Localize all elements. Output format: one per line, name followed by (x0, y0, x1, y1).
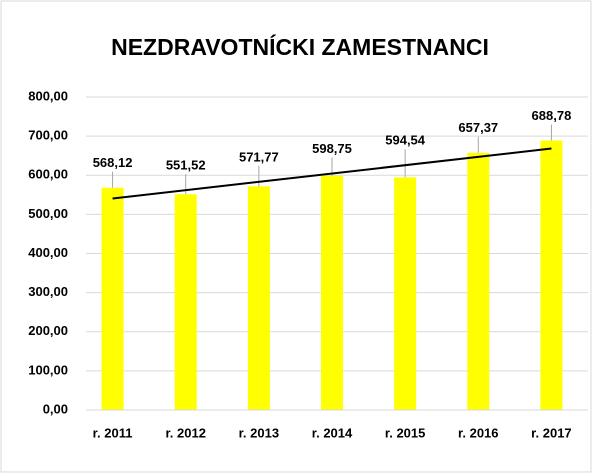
x-tick-label: r. 2014 (312, 425, 353, 440)
y-tick-label: 400,00 (28, 245, 68, 260)
x-tick-label: r. 2011 (93, 425, 133, 440)
data-label: 594,54 (385, 133, 426, 148)
y-tick-label: 200,00 (28, 323, 68, 338)
y-tick-label: 800,00 (28, 88, 68, 103)
y-tick-label: 500,00 (28, 206, 68, 221)
y-tick-label: 100,00 (28, 362, 68, 377)
bar (394, 177, 417, 410)
data-label: 568,12 (93, 155, 133, 170)
data-label: 571,77 (239, 149, 279, 164)
bar (540, 140, 563, 410)
x-tick-label: r. 2017 (531, 425, 572, 440)
x-tick-label: r. 2013 (239, 425, 280, 440)
trendline (112, 147, 552, 200)
y-tick-label: 0,00 (43, 401, 68, 416)
data-label: 598,75 (312, 141, 352, 156)
x-tick-label: r. 2016 (458, 425, 499, 440)
data-label: 657,37 (458, 120, 498, 135)
bar (321, 175, 343, 410)
y-tick-label: 600,00 (28, 167, 68, 182)
bar (247, 186, 270, 410)
x-tick-label: r. 2012 (165, 425, 206, 440)
bar (174, 194, 197, 410)
y-tick-label: 300,00 (28, 284, 68, 299)
y-tick-label: 700,00 (28, 128, 68, 143)
bar (467, 152, 490, 410)
x-tick-label: r. 2015 (385, 425, 426, 440)
data-label: 688,78 (532, 108, 572, 123)
data-label: 551,52 (166, 158, 206, 173)
bar (101, 187, 124, 410)
chart-title: NEZDRAVOTNÍCKI ZAMESTNANCI (111, 33, 489, 60)
